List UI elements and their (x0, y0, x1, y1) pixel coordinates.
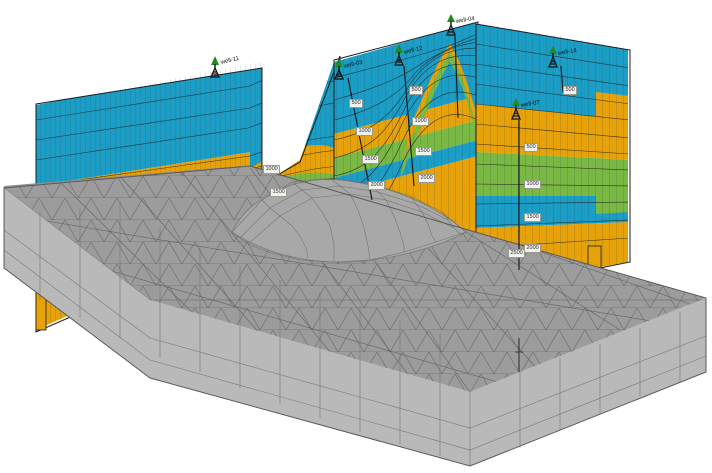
right-fence-section[interactable] (472, 18, 634, 333)
well-marker-well-11[interactable] (208, 56, 222, 78)
well-trajectories (347, 35, 564, 270)
derrick-icon (393, 44, 405, 66)
derrick-icon (548, 46, 558, 68)
triangulated-topography-mesh[interactable] (0, 150, 712, 467)
terrain-central-hill (231, 177, 467, 263)
well-marker-well-14[interactable] (546, 46, 560, 68)
derrick-icon (209, 56, 221, 78)
derrick-icon (333, 58, 345, 80)
terrain-front-face (4, 188, 706, 466)
terrain-block-outline (3, 165, 707, 467)
well-marker-well-07[interactable] (509, 98, 523, 120)
derrick-icon (446, 14, 456, 36)
terrain-top-rear-edge (4, 166, 706, 310)
well-marker-well-03[interactable] (332, 58, 346, 80)
derrick-icon (511, 98, 521, 120)
well-marker-well-12[interactable] (392, 44, 406, 66)
well-marker-well-04[interactable] (444, 14, 458, 36)
terrain-front-ribs (3, 202, 707, 466)
